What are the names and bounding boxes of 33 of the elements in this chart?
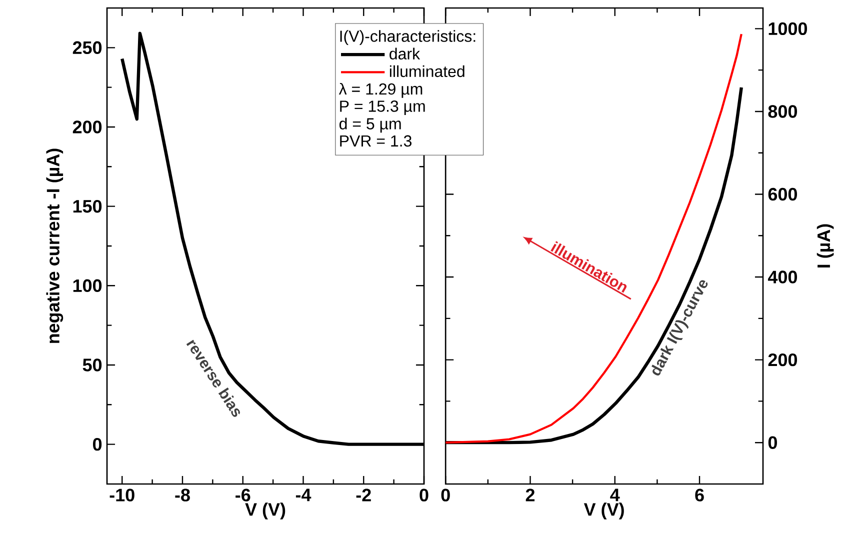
annotation: P = 15.3 µm [340, 100, 425, 116]
legend-title: I(V)-characteristics: [340, 30, 476, 46]
y-tick-label: 250 [72, 41, 102, 54]
x-tick-label: 4 [610, 488, 620, 502]
x-tick-label: -10 [110, 488, 134, 502]
y-axis-title: negative current -I (µA) [46, 148, 64, 343]
x-tick-label: -4 [296, 488, 312, 502]
y2-tick-label: 600 [768, 188, 798, 201]
y-tick-label: 150 [73, 200, 102, 213]
x-tick-label: -6 [236, 488, 250, 502]
x-tick-label: 2 [526, 488, 535, 502]
y-tick-label: 0 [93, 438, 102, 451]
x-tick-label: 0 [441, 488, 450, 502]
y2-axis-title: I (µA) [816, 224, 834, 268]
x-tick-label: 0 [420, 488, 428, 502]
annotation: d = 5 µm [340, 118, 401, 133]
y2-tick-label: 1000 [768, 22, 808, 36]
y-tick-label: 100 [73, 279, 102, 292]
x-tick-label: -2 [356, 488, 371, 502]
y2-tick-label: 400 [768, 270, 798, 284]
y2-tick-label: 0 [768, 436, 777, 449]
y-tick-label: 50 [82, 358, 102, 372]
y-tick-label: 200 [72, 120, 102, 134]
x-tick-label: 6 [695, 488, 704, 502]
annotation: PVR = 1.3 [340, 135, 412, 147]
y2-tick-label: 200 [768, 353, 798, 366]
legend-label: dark [390, 48, 420, 60]
annotation: λ = 1.29 µm [338, 82, 422, 98]
x-tick-label: -8 [175, 488, 190, 502]
x-axis-title: V (V) [245, 502, 286, 520]
legend-label: illuminated [390, 65, 464, 78]
x-axis-title: V (V) [584, 502, 624, 520]
y2-tick-label: 800 [768, 105, 798, 118]
